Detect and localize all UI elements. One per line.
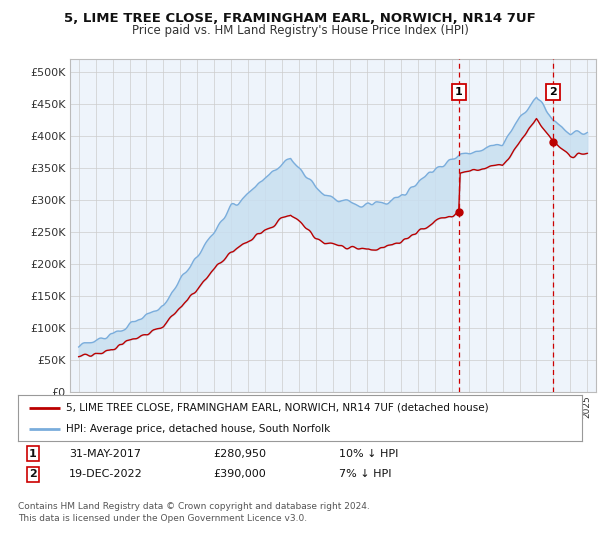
Text: £280,950: £280,950 [213, 449, 266, 459]
Text: Price paid vs. HM Land Registry's House Price Index (HPI): Price paid vs. HM Land Registry's House … [131, 24, 469, 36]
Text: 10% ↓ HPI: 10% ↓ HPI [339, 449, 398, 459]
Text: £390,000: £390,000 [213, 469, 266, 479]
Text: 1: 1 [29, 449, 37, 459]
Text: 7% ↓ HPI: 7% ↓ HPI [339, 469, 391, 479]
Text: 31-MAY-2017: 31-MAY-2017 [69, 449, 141, 459]
Text: 19-DEC-2022: 19-DEC-2022 [69, 469, 143, 479]
Text: 5, LIME TREE CLOSE, FRAMINGHAM EARL, NORWICH, NR14 7UF (detached house): 5, LIME TREE CLOSE, FRAMINGHAM EARL, NOR… [66, 403, 488, 413]
Text: 1: 1 [455, 87, 463, 97]
Text: Contains HM Land Registry data © Crown copyright and database right 2024.
This d: Contains HM Land Registry data © Crown c… [18, 502, 370, 523]
Text: 5, LIME TREE CLOSE, FRAMINGHAM EARL, NORWICH, NR14 7UF: 5, LIME TREE CLOSE, FRAMINGHAM EARL, NOR… [64, 12, 536, 25]
Text: 2: 2 [29, 469, 37, 479]
Text: 2: 2 [549, 87, 557, 97]
Text: HPI: Average price, detached house, South Norfolk: HPI: Average price, detached house, Sout… [66, 424, 330, 434]
